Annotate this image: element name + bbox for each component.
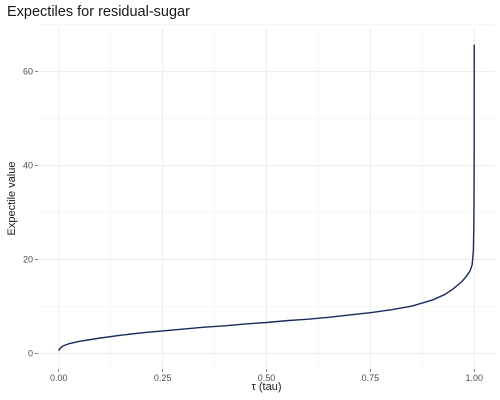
series-layer — [58, 44, 475, 352]
x-tick-label: 1.00 — [465, 373, 483, 383]
x-axis-label: τ (tau) — [251, 381, 281, 393]
axis-ticks: 0.00 0.25 0.50 0.75 1.00 0 20 40 60 — [23, 67, 483, 383]
chart-title: Expectiles for residual-sugar — [7, 4, 190, 20]
expectile-curve — [58, 44, 475, 352]
y-tick-label: 60 — [23, 67, 33, 77]
x-tick-label: 0.50 — [258, 373, 276, 383]
y-tick-label: 0 — [28, 349, 33, 359]
x-tick-label: 0.25 — [154, 373, 172, 383]
x-tick-label: 0.00 — [50, 373, 68, 383]
y-axis-label: Expectile value — [6, 162, 18, 236]
y-tick-label: 20 — [23, 255, 33, 265]
gridlines — [38, 24, 495, 369]
x-tick-label: 0.75 — [362, 373, 380, 383]
y-tick-label: 40 — [23, 161, 33, 171]
